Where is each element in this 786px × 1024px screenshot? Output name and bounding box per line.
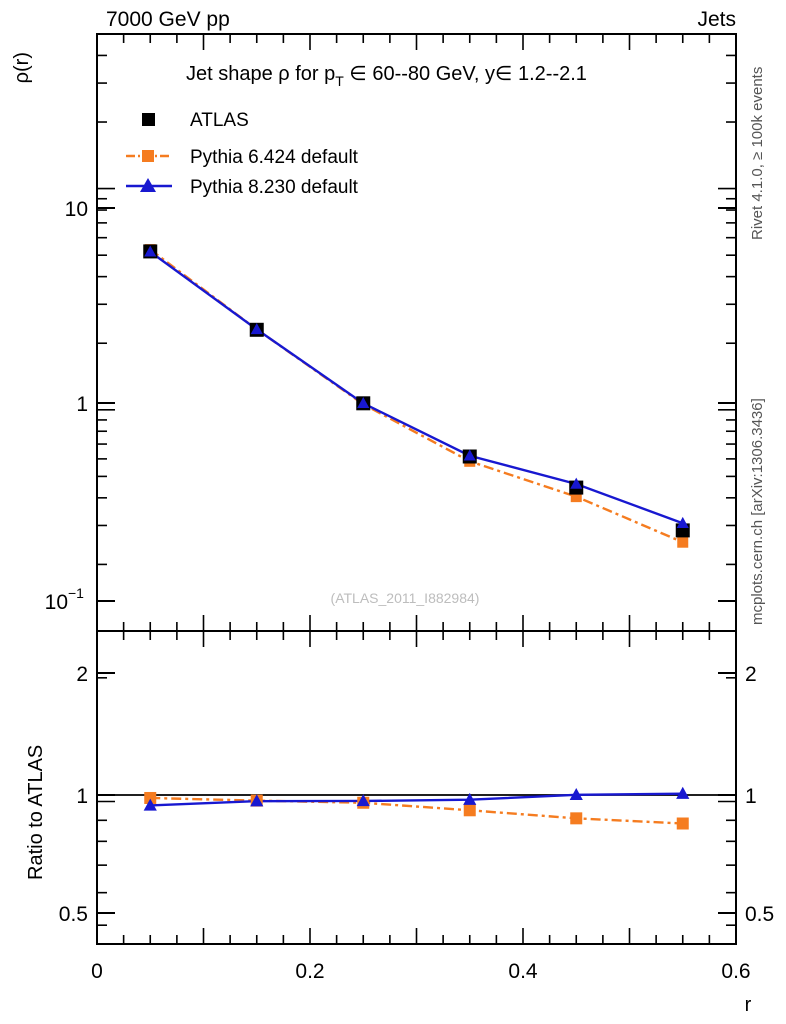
legend-item-pythia8[interactable]: Pythia 8.230 default xyxy=(126,177,359,198)
legend-label-pythia6: Pythia 6.424 default xyxy=(190,147,359,168)
ratio-panel: 2 1 0.5 2 1 0.5 Ratio to ATLAS xyxy=(25,630,774,945)
ratio-data-curves xyxy=(143,786,690,830)
title-subscript: T xyxy=(335,73,344,89)
ratio-ytick-label-right-2: 2 xyxy=(745,663,757,686)
legend-item-atlas[interactable]: ATLAS xyxy=(142,110,249,131)
title-part-2: ∈ 60--80 GeV, y∈ 1.2--2.1 xyxy=(344,63,587,85)
ratio-ytick-label-right-1: 1 xyxy=(745,785,757,808)
main-x-ticks xyxy=(96,34,737,631)
legend-label-atlas: ATLAS xyxy=(190,110,249,131)
legend: ATLAS Pythia 6.424 default Pythia 8.230 … xyxy=(126,110,359,198)
ratio-ytick-label-2: 2 xyxy=(76,663,88,686)
legend-item-pythia6[interactable]: Pythia 6.424 default xyxy=(126,147,359,168)
main-ytick-label-0.1: 10 −1 xyxy=(45,585,85,614)
header-category-label: Jets xyxy=(697,8,736,31)
main-panel: 10 1 10 −1 ρ(r) Jet shape ρ for pT ∈ 60-… xyxy=(11,33,737,632)
ratio-yaxis-label: Ratio to ATLAS xyxy=(25,745,47,880)
ratio-ytick-label-right-0.5: 0.5 xyxy=(745,903,774,926)
analysis-watermark: (ATLAS_2011_I882984) xyxy=(331,590,480,606)
xaxis-labels: 0 0.2 0.4 0.6 r xyxy=(91,960,752,1016)
header-beam-label: 7000 GeV pp xyxy=(106,8,230,31)
main-ytick-label-10: 10 xyxy=(65,198,88,221)
main-ytick-label-1: 1 xyxy=(76,393,88,416)
side-note-rivet: Rivet 4.1.0, ≥ 100k events xyxy=(749,67,766,240)
legend-marker-triangle-pythia8 xyxy=(140,178,156,192)
main-ytick-label-exponent: −1 xyxy=(68,585,84,601)
legend-marker-square-pythia6 xyxy=(142,150,154,162)
main-yaxis-label: ρ(r) xyxy=(11,52,33,83)
title-part-1: Jet shape ρ for p xyxy=(186,63,335,85)
main-y-major-ticks xyxy=(97,207,736,602)
svg-text:Jet shape ρ for pT ∈ 60--80 Ge: Jet shape ρ for pT ∈ 60--80 GeV, y∈ 1.2-… xyxy=(186,63,587,89)
side-note-mcplots: mcplots.cern.ch [arXiv:1306.3436] xyxy=(749,398,766,625)
main-y-minor-ticks xyxy=(97,33,736,632)
legend-label-pythia8: Pythia 8.230 default xyxy=(190,177,359,198)
xaxis-label: r xyxy=(745,994,752,1016)
ratio-y-minor-ticks xyxy=(97,677,736,926)
ratio-x-ticks xyxy=(96,631,737,944)
xtick-label-0.6: 0.6 xyxy=(721,960,750,983)
main-ytick-label-mantissa: 10 xyxy=(45,591,68,614)
xtick-label-0: 0 xyxy=(91,960,103,983)
ratio-ytick-label-0.5: 0.5 xyxy=(59,903,88,926)
xtick-label-0.2: 0.2 xyxy=(295,960,324,983)
ratio-ytick-label-1: 1 xyxy=(76,785,88,808)
main-data-curves xyxy=(143,244,690,548)
xtick-label-0.4: 0.4 xyxy=(508,960,538,983)
main-plot-title: Jet shape ρ for pT ∈ 60--80 GeV, y∈ 1.2-… xyxy=(186,63,587,89)
legend-marker-square-atlas xyxy=(142,113,155,126)
